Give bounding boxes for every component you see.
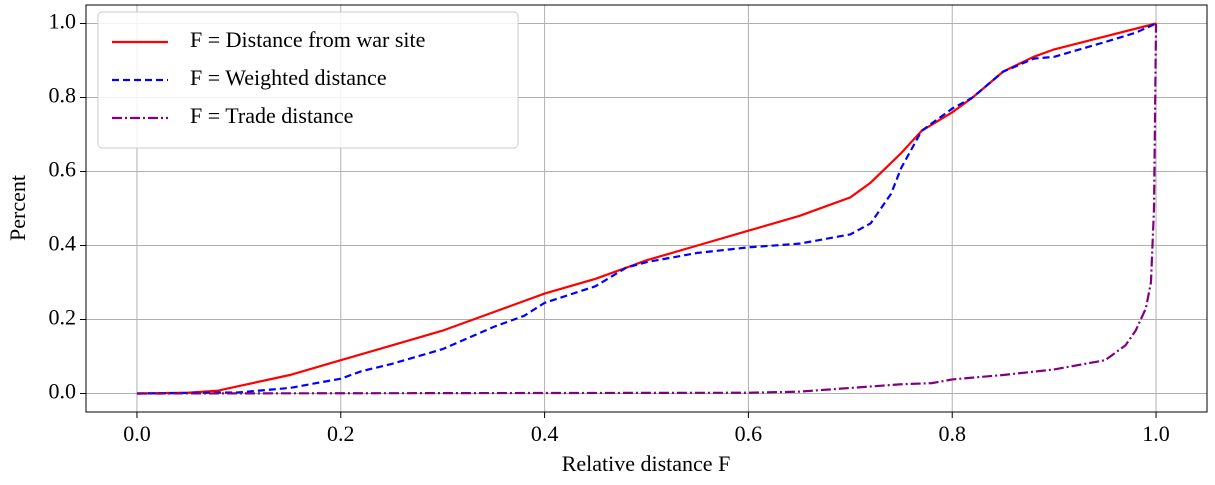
x-tick-label: 0.0 — [123, 421, 151, 446]
legend-box — [97, 11, 519, 149]
x-axis-label: Relative distance F — [562, 451, 731, 476]
legend-label: F = Distance from war site — [190, 27, 425, 52]
series-line — [136, 22, 1157, 395]
y-tick-label: 0.0 — [49, 379, 77, 404]
legend-label: F = Trade distance — [190, 103, 353, 128]
x-tick-label: 0.4 — [531, 421, 559, 446]
plot-frame — [85, 4, 1208, 413]
x-tick-label: 0.2 — [327, 421, 355, 446]
y-tick-label: 0.8 — [49, 83, 77, 108]
y-tick-label: 0.2 — [49, 305, 77, 330]
legend-label: F = Weighted distance — [190, 65, 387, 90]
y-tick-label: 0.6 — [49, 157, 77, 182]
y-tick-label: 1.0 — [49, 9, 77, 34]
y-tick-label: 0.4 — [49, 231, 77, 256]
y-axis-label: Percent — [5, 175, 30, 241]
x-tick-label: 0.6 — [735, 421, 763, 446]
x-tick-label: 1.0 — [1142, 421, 1170, 446]
series-line — [136, 23, 1158, 395]
x-tick-label: 0.8 — [938, 421, 966, 446]
